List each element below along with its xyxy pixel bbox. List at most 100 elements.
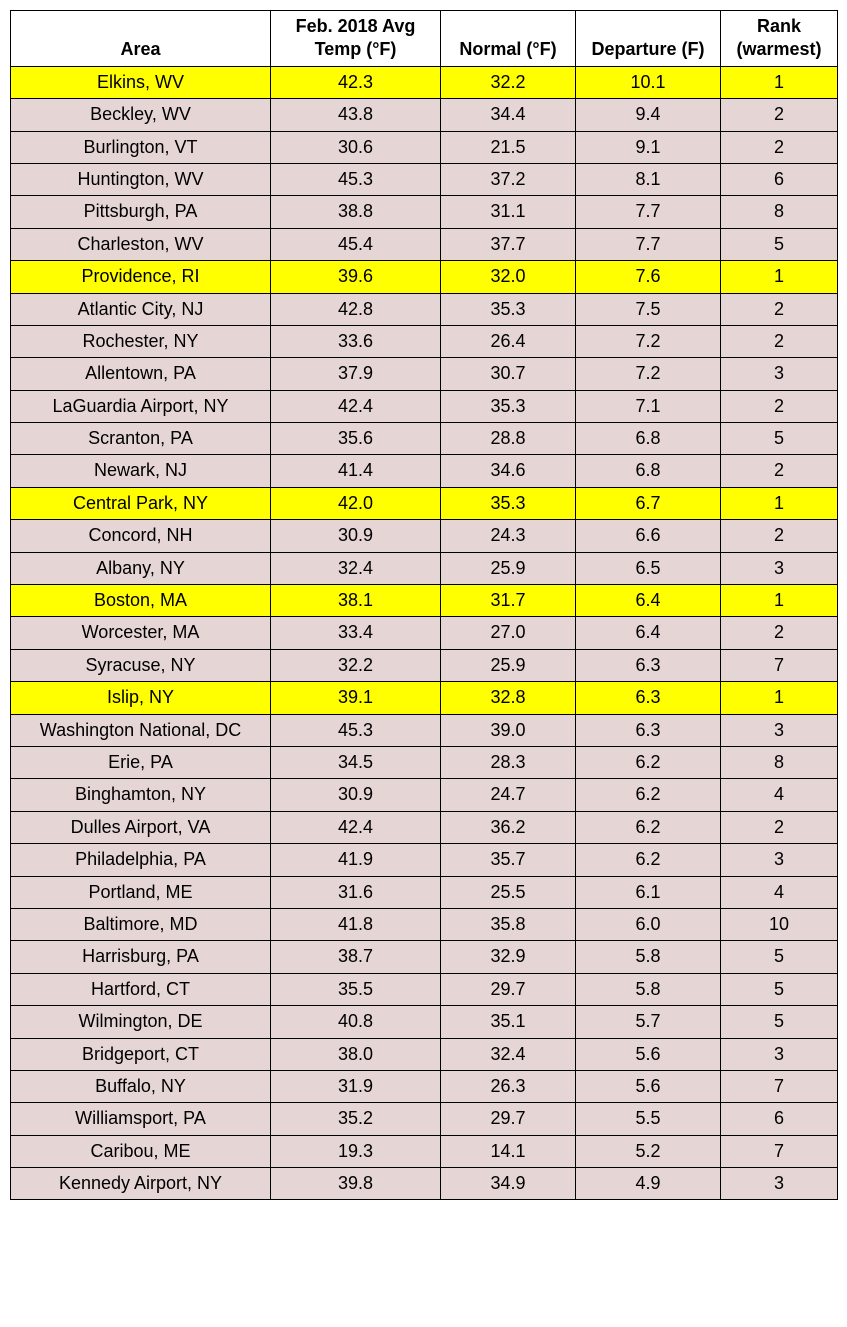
cell-normal: 31.1 (441, 196, 576, 228)
cell-avg: 41.8 (271, 908, 441, 940)
cell-dep: 5.8 (576, 973, 721, 1005)
cell-rank: 5 (721, 423, 838, 455)
table-row: Burlington, VT30.621.59.12 (11, 131, 838, 163)
table-row: Elkins, WV42.332.210.11 (11, 66, 838, 98)
table-row: Atlantic City, NJ42.835.37.52 (11, 293, 838, 325)
cell-avg: 42.3 (271, 66, 441, 98)
cell-normal: 34.9 (441, 1168, 576, 1200)
cell-dep: 8.1 (576, 163, 721, 195)
cell-normal: 29.7 (441, 973, 576, 1005)
cell-dep: 5.6 (576, 1038, 721, 1070)
cell-normal: 35.1 (441, 1006, 576, 1038)
cell-avg: 35.5 (271, 973, 441, 1005)
cell-normal: 32.2 (441, 66, 576, 98)
cell-dep: 6.3 (576, 649, 721, 681)
cell-rank: 2 (721, 617, 838, 649)
cell-rank: 5 (721, 941, 838, 973)
cell-avg: 38.8 (271, 196, 441, 228)
cell-area: Allentown, PA (11, 358, 271, 390)
cell-avg: 42.0 (271, 487, 441, 519)
cell-rank: 7 (721, 1070, 838, 1102)
table-row: Boston, MA38.131.76.41 (11, 585, 838, 617)
cell-normal: 31.7 (441, 585, 576, 617)
cell-rank: 8 (721, 196, 838, 228)
cell-dep: 7.2 (576, 325, 721, 357)
cell-dep: 7.6 (576, 261, 721, 293)
cell-normal: 24.7 (441, 779, 576, 811)
cell-dep: 9.4 (576, 99, 721, 131)
table-row: Providence, RI39.632.07.61 (11, 261, 838, 293)
cell-normal: 26.4 (441, 325, 576, 357)
cell-dep: 7.2 (576, 358, 721, 390)
cell-area: Pittsburgh, PA (11, 196, 271, 228)
cell-avg: 42.8 (271, 293, 441, 325)
cell-rank: 6 (721, 1103, 838, 1135)
cell-rank: 2 (721, 390, 838, 422)
cell-rank: 8 (721, 746, 838, 778)
table-row: Central Park, NY42.035.36.71 (11, 487, 838, 519)
cell-normal: 25.5 (441, 876, 576, 908)
table-row: Newark, NJ41.434.66.82 (11, 455, 838, 487)
cell-area: Hartford, CT (11, 973, 271, 1005)
table-row: LaGuardia Airport, NY42.435.37.12 (11, 390, 838, 422)
cell-normal: 29.7 (441, 1103, 576, 1135)
cell-dep: 6.2 (576, 779, 721, 811)
cell-area: Kennedy Airport, NY (11, 1168, 271, 1200)
cell-rank: 5 (721, 228, 838, 260)
cell-dep: 9.1 (576, 131, 721, 163)
cell-avg: 42.4 (271, 390, 441, 422)
cell-normal: 34.4 (441, 99, 576, 131)
cell-normal: 32.8 (441, 682, 576, 714)
cell-avg: 35.6 (271, 423, 441, 455)
cell-area: Rochester, NY (11, 325, 271, 357)
cell-normal: 14.1 (441, 1135, 576, 1167)
cell-avg: 45.3 (271, 163, 441, 195)
cell-area: Erie, PA (11, 746, 271, 778)
cell-rank: 1 (721, 261, 838, 293)
cell-normal: 34.6 (441, 455, 576, 487)
table-header-row: Area Feb. 2018 Avg Temp (°F) Normal (°F)… (11, 11, 838, 67)
cell-avg: 39.6 (271, 261, 441, 293)
cell-avg: 34.5 (271, 746, 441, 778)
cell-normal: 32.4 (441, 1038, 576, 1070)
cell-avg: 32.4 (271, 552, 441, 584)
cell-area: Williamsport, PA (11, 1103, 271, 1135)
cell-area: Albany, NY (11, 552, 271, 584)
cell-dep: 7.7 (576, 228, 721, 260)
col-header-normal: Normal (°F) (441, 11, 576, 67)
cell-area: Portland, ME (11, 876, 271, 908)
cell-avg: 19.3 (271, 1135, 441, 1167)
cell-avg: 31.6 (271, 876, 441, 908)
cell-rank: 7 (721, 1135, 838, 1167)
cell-area: Newark, NJ (11, 455, 271, 487)
cell-area: Baltimore, MD (11, 908, 271, 940)
cell-normal: 28.8 (441, 423, 576, 455)
cell-avg: 38.0 (271, 1038, 441, 1070)
table-body: Elkins, WV42.332.210.11Beckley, WV43.834… (11, 66, 838, 1200)
cell-dep: 5.6 (576, 1070, 721, 1102)
cell-area: Scranton, PA (11, 423, 271, 455)
cell-rank: 3 (721, 1038, 838, 1070)
cell-avg: 30.6 (271, 131, 441, 163)
col-header-area: Area (11, 11, 271, 67)
table-row: Pittsburgh, PA38.831.17.78 (11, 196, 838, 228)
cell-area: Central Park, NY (11, 487, 271, 519)
table-row: Bridgeport, CT38.032.45.63 (11, 1038, 838, 1070)
cell-avg: 30.9 (271, 520, 441, 552)
cell-avg: 33.4 (271, 617, 441, 649)
table-row: Allentown, PA37.930.77.23 (11, 358, 838, 390)
cell-dep: 6.7 (576, 487, 721, 519)
cell-rank: 1 (721, 585, 838, 617)
cell-dep: 6.1 (576, 876, 721, 908)
cell-rank: 2 (721, 811, 838, 843)
cell-avg: 31.9 (271, 1070, 441, 1102)
cell-area: Buffalo, NY (11, 1070, 271, 1102)
table-row: Huntington, WV45.337.28.16 (11, 163, 838, 195)
cell-dep: 6.5 (576, 552, 721, 584)
cell-dep: 7.7 (576, 196, 721, 228)
cell-avg: 38.1 (271, 585, 441, 617)
cell-rank: 3 (721, 552, 838, 584)
table-row: Wilmington, DE40.835.15.75 (11, 1006, 838, 1038)
temperature-table: Area Feb. 2018 Avg Temp (°F) Normal (°F)… (10, 10, 838, 1200)
cell-avg: 35.2 (271, 1103, 441, 1135)
